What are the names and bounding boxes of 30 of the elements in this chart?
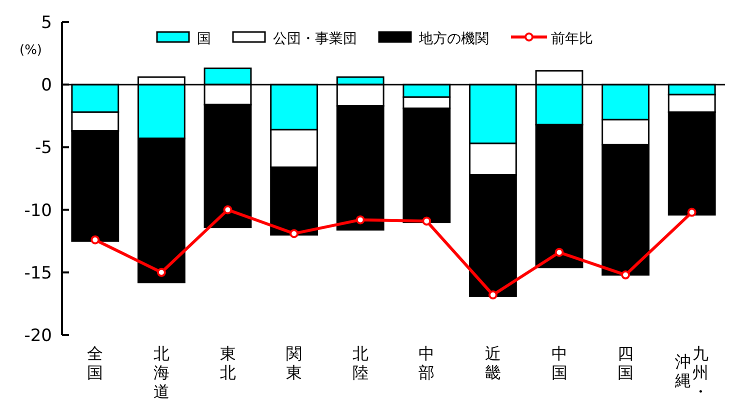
y-tick-label: -20 [24,326,52,346]
point [356,215,365,224]
point [223,205,232,214]
y-tick-label: -5 [35,138,52,158]
x-tick-label: 北陸 [352,344,368,382]
x-tick-label: 中国 [551,344,568,382]
legend-label: 公団・事業団 [273,31,357,47]
legend-label: 国 [197,31,211,47]
y-tick-label: 5 [41,13,52,33]
y-tick-label: -10 [24,200,52,221]
x-tick-label: 東北 [220,344,236,382]
y-tick-label: 0 [41,76,52,96]
point [156,268,166,277]
point [554,248,564,257]
point [621,270,630,280]
point [687,208,696,217]
x-tick-label: 関東 [286,344,302,382]
x-tick-label: 近畿 [484,344,501,382]
x-tick-label: 四国 [618,344,634,382]
x-tick-label: 全国 [87,344,104,382]
y-axis-title: (%) [20,43,42,58]
y-tick-label: -15 [24,263,52,284]
point [422,216,432,226]
point [290,229,299,238]
legend-label: 地方の機関 [418,31,489,47]
point [90,235,100,244]
x-tick-label: 中部 [418,344,435,382]
point [488,290,498,300]
legend-label: 前年比 [551,31,593,47]
x-tick-label: 北海道 [153,344,170,401]
